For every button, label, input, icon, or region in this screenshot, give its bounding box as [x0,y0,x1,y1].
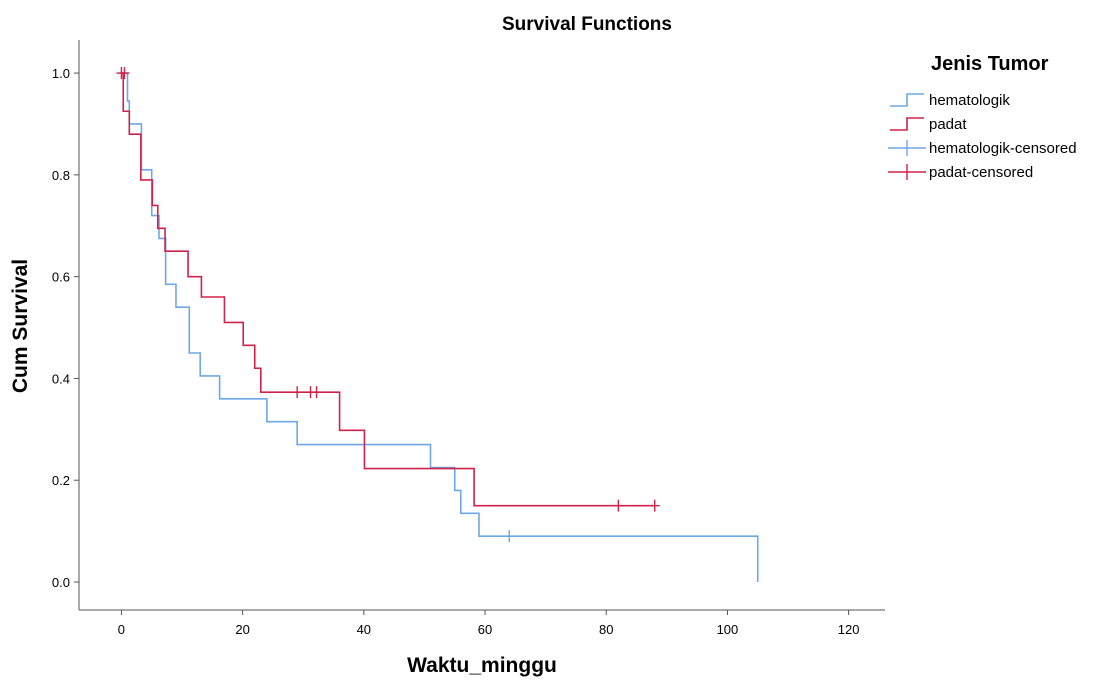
x-tick-label: 40 [357,622,371,637]
x-tick-label: 80 [599,622,613,637]
y-tick-label: 0.6 [52,270,70,285]
x-axis-ticks: 0 20 40 60 80 100 120 [118,610,860,637]
series-padat [116,67,660,512]
x-tick-label: 0 [118,622,125,637]
censored-mark-padat [613,499,624,512]
x-tick-label: 20 [235,622,249,637]
censored-mark-hematologik [504,530,515,543]
censored-mark-padat [649,499,660,512]
x-tick-label: 100 [717,622,739,637]
series-line-hematologik [121,72,759,583]
legend-step-swatch [890,117,924,131]
legend-entry: hematologik [890,92,1010,109]
x-axis-title: Waktu_minggu [407,654,557,677]
legend-label: padat-censored [929,164,1033,181]
legend-title: Jenis Tumor [931,53,1049,75]
x-tick-label: 120 [838,622,860,637]
y-axis-ticks: 0.0 0.2 0.4 0.6 0.8 1.0 [52,66,79,590]
legend-label: padat [929,116,967,133]
legend-entry: padat-censored [888,164,1033,181]
legend-label: hematologik [929,92,1010,109]
censored-mark-padat [119,67,130,80]
series-line-padat [121,72,655,507]
y-axis-title: Cum Survival [9,259,32,393]
x-tick-label: 60 [478,622,492,637]
chart-title: Survival Functions [502,14,672,35]
y-tick-label: 0.8 [52,168,70,183]
censored-mark-padat [292,386,303,399]
legend-entry: padat [890,116,967,133]
legend: Jenis Tumor hematologik padat hematologik-c… [888,53,1077,181]
y-tick-label: 0.4 [52,371,70,386]
y-tick-label: 0.0 [52,575,70,590]
y-tick-label: 1.0 [52,66,70,81]
legend-step-swatch [890,93,924,107]
legend-label: hematologik-censored [929,140,1077,157]
series-hematologik [121,72,759,583]
legend-entry: hematologik-censored [888,140,1077,157]
series-layer [116,67,759,583]
y-tick-label: 0.2 [52,473,70,488]
censored-mark-padat [311,386,322,399]
